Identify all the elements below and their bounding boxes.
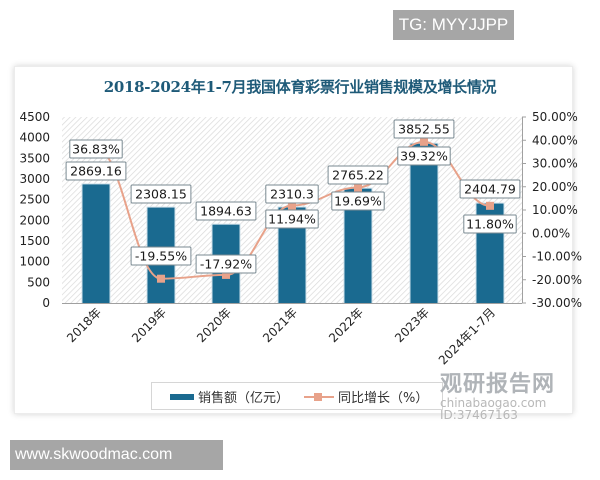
- bar-value-label: 2308.15: [135, 187, 187, 202]
- x-tick-label: 2018年: [64, 305, 104, 345]
- growth-value-label: 11.94%: [268, 212, 316, 227]
- right-tick-label: -10.00%: [532, 250, 582, 264]
- left-tick-label: 0: [42, 296, 50, 310]
- data-labels: 2869.16 2308.15 1894.63 2310.3 2765.22 3852.5…: [65, 119, 521, 274]
- left-tick-label: 2500: [19, 193, 50, 207]
- growth-value-label: -17.92%: [200, 257, 252, 272]
- line-marker: [354, 183, 362, 192]
- chart-title: 2018-2024年1-7月我国体育彩票行业销售规模及增长情况: [103, 78, 497, 96]
- bar-value-label: 3852.55: [398, 122, 450, 137]
- line-marker-icon: [304, 392, 334, 402]
- bar-value-label: 2310.3: [270, 187, 314, 202]
- tg-watermark-badge: TG: MYYJJPP: [393, 10, 514, 40]
- x-tick-label: 2023年: [392, 305, 432, 345]
- right-tick-label: 30.00%: [532, 157, 578, 171]
- left-tick-label: 500: [27, 275, 50, 289]
- bar: [82, 184, 110, 303]
- x-tick-label: 2024年1-7月: [436, 305, 498, 367]
- url-watermark-badge: www.skwoodmac.com: [10, 440, 223, 470]
- brand-watermark-cn: 观研报告网: [440, 372, 556, 397]
- right-tick-label: -20.00%: [532, 273, 582, 287]
- line-marker: [420, 137, 428, 146]
- x-tick-label: 2019年: [129, 305, 169, 345]
- bar-value-label: 2869.16: [70, 164, 122, 179]
- growth-value-label: 36.83%: [72, 142, 120, 157]
- x-tick-label: 2020年: [194, 305, 234, 345]
- left-tick-label: 4000: [19, 131, 50, 145]
- left-tick-label: 1500: [19, 234, 50, 248]
- x-tick-label: 2022年: [326, 305, 366, 345]
- left-axis-labels: 0 500 1000 1500 2000 2500 3000 3500 4000 4500: [19, 110, 50, 310]
- line-marker: [157, 274, 165, 283]
- growth-value-label: -19.55%: [135, 249, 187, 264]
- line-marker: [486, 201, 494, 210]
- right-tick-label: -30.00%: [532, 296, 582, 310]
- growth-value-label: 19.69%: [334, 194, 382, 209]
- left-tick-label: 2000: [19, 213, 50, 227]
- x-tick-label: 2021年: [260, 305, 300, 345]
- bar-value-label: 2765.22: [332, 168, 384, 183]
- x-axis-labels: 2018年 2019年 2020年 2021年 2022年 2023年 2024年1-7月: [64, 305, 498, 367]
- left-tick-label: 3500: [19, 151, 50, 165]
- right-tick-label: 50.00%: [532, 110, 578, 124]
- right-tick-label: 40.00%: [532, 133, 578, 147]
- brand-watermark-url: chinabaogao.com: [440, 396, 547, 410]
- bar-value-label: 2404.79: [464, 182, 516, 197]
- right-tick-label: 0.00%: [532, 226, 570, 240]
- legend: 销售额（亿元） 同比增长（%）: [151, 382, 443, 410]
- brand-watermark: 观研报告网 chinabaogao.com ID:37467163: [440, 366, 555, 422]
- legend-item-sales: 销售额（亿元）: [170, 387, 289, 406]
- left-tick-label: 3000: [19, 172, 50, 186]
- bar-value-label: 1894.63: [200, 204, 252, 219]
- legend-growth-label: 同比增长（%）: [338, 391, 429, 406]
- right-tick-label: 20.00%: [532, 180, 578, 194]
- brand-watermark-id: ID:37467163: [440, 408, 518, 422]
- right-tick-label: 10.00%: [532, 203, 578, 217]
- bar: [410, 143, 438, 303]
- growth-value-label: 11.80%: [466, 217, 514, 232]
- line-marker: [222, 270, 230, 279]
- left-tick-label: 4500: [19, 110, 50, 124]
- left-tick-label: 1000: [19, 255, 50, 269]
- legend-item-growth: 同比增长（%）: [304, 387, 428, 406]
- line-marker: [288, 201, 296, 210]
- bar-swatch-icon: [170, 393, 194, 400]
- right-axis-ticks: -30.00% -20.00% -10.00% 0.00% 10.00% 20.00% 30…: [522, 110, 582, 310]
- legend-sales-label: 销售额（亿元）: [198, 391, 290, 406]
- growth-value-label: 39.32%: [400, 149, 448, 164]
